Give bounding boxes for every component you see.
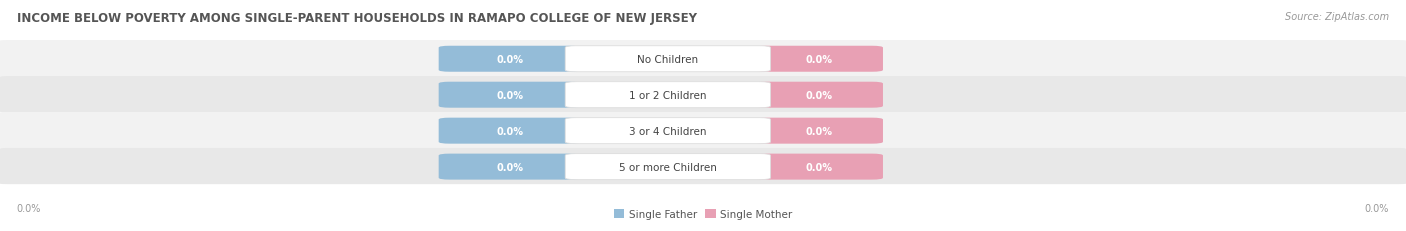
Text: 0.0%: 0.0%	[496, 126, 523, 136]
Text: No Children: No Children	[637, 55, 699, 64]
Text: 0.0%: 0.0%	[17, 203, 41, 213]
FancyBboxPatch shape	[439, 82, 581, 108]
FancyBboxPatch shape	[565, 46, 770, 73]
Text: 0.0%: 0.0%	[496, 162, 523, 172]
FancyBboxPatch shape	[565, 82, 770, 108]
Text: 0.0%: 0.0%	[806, 162, 832, 172]
Text: 5 or more Children: 5 or more Children	[619, 162, 717, 172]
Text: 3 or 4 Children: 3 or 4 Children	[628, 126, 707, 136]
Legend: Single Father, Single Mother: Single Father, Single Mother	[610, 205, 796, 224]
FancyBboxPatch shape	[565, 154, 770, 180]
FancyBboxPatch shape	[439, 118, 581, 144]
FancyBboxPatch shape	[0, 148, 1406, 184]
FancyBboxPatch shape	[565, 118, 770, 144]
FancyBboxPatch shape	[755, 118, 883, 144]
Text: 0.0%: 0.0%	[806, 126, 832, 136]
Text: 0.0%: 0.0%	[496, 90, 523, 100]
FancyBboxPatch shape	[755, 46, 883, 73]
FancyBboxPatch shape	[439, 154, 581, 180]
FancyBboxPatch shape	[755, 154, 883, 180]
FancyBboxPatch shape	[755, 82, 883, 108]
Text: 0.0%: 0.0%	[806, 90, 832, 100]
FancyBboxPatch shape	[0, 77, 1406, 113]
Text: 0.0%: 0.0%	[1365, 203, 1389, 213]
Text: 0.0%: 0.0%	[806, 55, 832, 64]
FancyBboxPatch shape	[0, 112, 1406, 149]
Text: INCOME BELOW POVERTY AMONG SINGLE-PARENT HOUSEHOLDS IN RAMAPO COLLEGE OF NEW JER: INCOME BELOW POVERTY AMONG SINGLE-PARENT…	[17, 12, 697, 24]
Text: 0.0%: 0.0%	[496, 55, 523, 64]
Text: Source: ZipAtlas.com: Source: ZipAtlas.com	[1285, 12, 1389, 21]
FancyBboxPatch shape	[0, 41, 1406, 77]
Text: 1 or 2 Children: 1 or 2 Children	[628, 90, 707, 100]
FancyBboxPatch shape	[439, 46, 581, 73]
